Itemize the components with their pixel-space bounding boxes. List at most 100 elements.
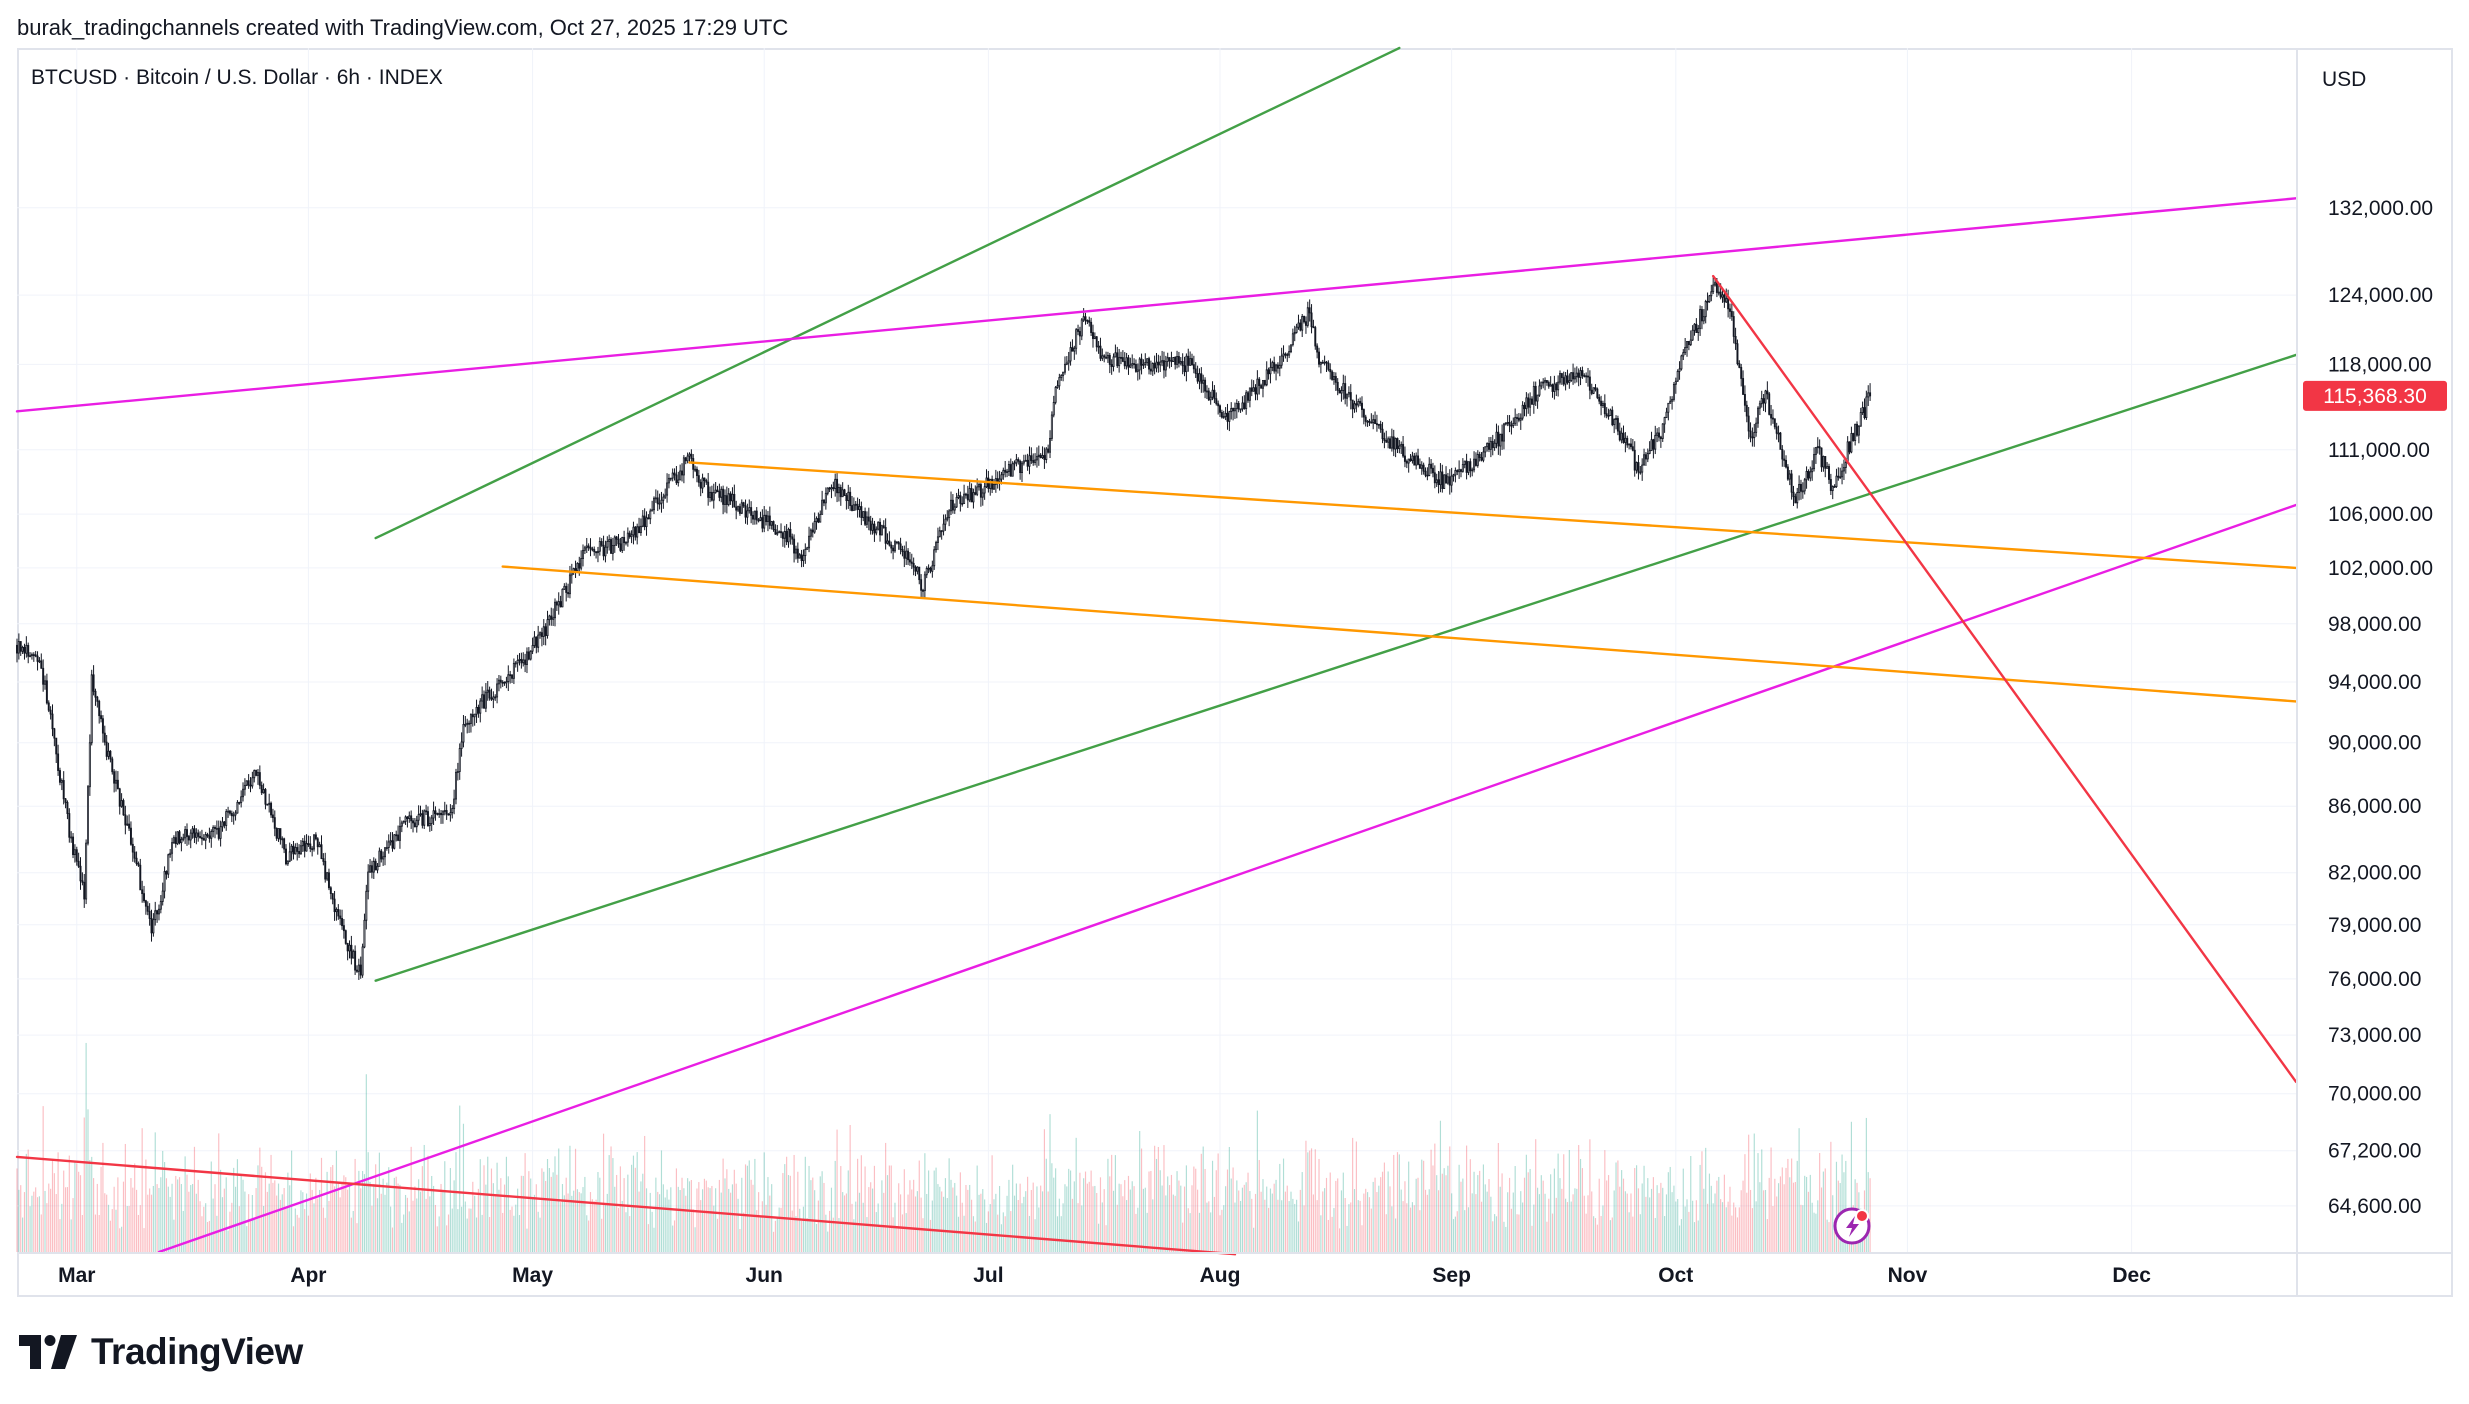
candle	[1489, 440, 1492, 450]
candle	[195, 832, 198, 838]
red-volume-trendline[interactable]	[15, 1155, 1237, 1256]
candle	[1286, 354, 1289, 356]
candle	[1736, 343, 1739, 365]
candle	[1667, 402, 1670, 413]
candle	[794, 548, 797, 554]
magenta-upper-resistance[interactable]	[15, 197, 2298, 413]
volume-bar	[1705, 1147, 1707, 1252]
volume-bar	[1083, 1178, 1085, 1252]
candle	[1706, 301, 1709, 303]
x-tick-label: Jun	[746, 1264, 783, 1287]
candle	[811, 529, 814, 533]
candle	[1766, 390, 1769, 395]
orange-channel-upper[interactable]	[688, 461, 2298, 570]
volume-bar	[1731, 1215, 1733, 1252]
currency-label[interactable]: USD	[2322, 68, 2366, 91]
volume-bar	[804, 1156, 806, 1252]
candle	[118, 788, 121, 807]
candle	[701, 477, 704, 489]
candle	[888, 540, 891, 546]
candle	[862, 511, 865, 518]
candle	[1615, 418, 1618, 420]
volume-bar	[1490, 1196, 1492, 1252]
volume-bar	[602, 1133, 605, 1252]
candle	[1850, 433, 1853, 453]
lightning-alert-icon[interactable]	[1833, 1207, 1871, 1245]
candle	[423, 810, 426, 826]
volume-bar	[397, 1183, 399, 1252]
candle	[587, 545, 590, 548]
red-downtrend-line[interactable]	[1711, 274, 2298, 1083]
volume-bar	[1772, 1205, 1774, 1252]
volume-bar	[578, 1192, 580, 1252]
candle	[1652, 439, 1655, 450]
volume-bar	[1307, 1152, 1309, 1252]
candle	[1725, 297, 1728, 303]
volume-bar	[1826, 1219, 1828, 1252]
volume-bar	[1712, 1203, 1714, 1252]
candle	[1672, 383, 1675, 400]
svg-text:115,368.30: 115,368.30	[2323, 385, 2427, 408]
candle	[1504, 422, 1507, 425]
candle	[1151, 363, 1154, 372]
volume-bar	[1019, 1183, 1021, 1252]
volume-bar	[1423, 1160, 1425, 1252]
volume-bar	[440, 1183, 442, 1252]
volume-bar	[50, 1188, 52, 1252]
volume-bar	[1380, 1177, 1382, 1252]
candle	[66, 802, 69, 814]
candle	[1383, 438, 1386, 441]
orange-channel-lower[interactable]	[501, 565, 2298, 703]
candle	[464, 723, 467, 726]
candle	[17, 641, 20, 654]
candle	[1004, 469, 1007, 473]
volume-bar	[1137, 1207, 1139, 1252]
chart-frame[interactable]	[17, 48, 2453, 1297]
volume-bar	[1232, 1167, 1234, 1252]
green-channel-lower[interactable]	[374, 353, 2298, 982]
volume-bar	[1768, 1177, 1770, 1252]
volume-bar	[78, 1171, 80, 1252]
volume-bar	[1135, 1213, 1137, 1252]
volume-bar	[517, 1188, 519, 1252]
candle	[568, 574, 571, 595]
candle	[1230, 408, 1233, 413]
tradingview-logo[interactable]: TradingView	[19, 1324, 303, 1380]
candle	[591, 548, 594, 551]
magenta-lower-support[interactable]	[157, 503, 2298, 1254]
volume-bar	[367, 1152, 369, 1252]
volume-bar	[507, 1176, 509, 1252]
volume-bar	[1850, 1121, 1852, 1252]
volume-bar	[1268, 1207, 1270, 1252]
volume-bar	[1805, 1176, 1808, 1252]
volume-bar	[1195, 1168, 1197, 1252]
volume-bar	[76, 1163, 78, 1252]
volume-bar	[1193, 1166, 1195, 1252]
volume-bar	[1426, 1194, 1428, 1252]
volume-bar	[294, 1208, 296, 1252]
volume-bar	[907, 1194, 909, 1252]
volume-bar	[1865, 1117, 1867, 1252]
green-channel-upper[interactable]	[374, 46, 1401, 540]
candle	[1439, 471, 1442, 486]
candle	[1663, 417, 1666, 425]
candle	[23, 646, 26, 654]
candle	[1123, 360, 1126, 367]
candle	[737, 506, 740, 511]
candle	[391, 840, 394, 849]
candle	[1799, 483, 1802, 492]
candle	[367, 871, 370, 892]
volume-bar	[1695, 1200, 1697, 1252]
candle	[1742, 378, 1745, 395]
volume-bar	[1228, 1146, 1230, 1252]
volume-bar	[965, 1184, 967, 1252]
volume-bar	[1574, 1188, 1576, 1252]
candle	[1357, 401, 1360, 406]
candle	[1715, 282, 1718, 293]
volume-bar	[134, 1163, 136, 1252]
candle	[1377, 423, 1380, 426]
volume-bar	[830, 1187, 833, 1252]
candle	[1403, 455, 1406, 462]
volume-bar	[535, 1184, 537, 1252]
